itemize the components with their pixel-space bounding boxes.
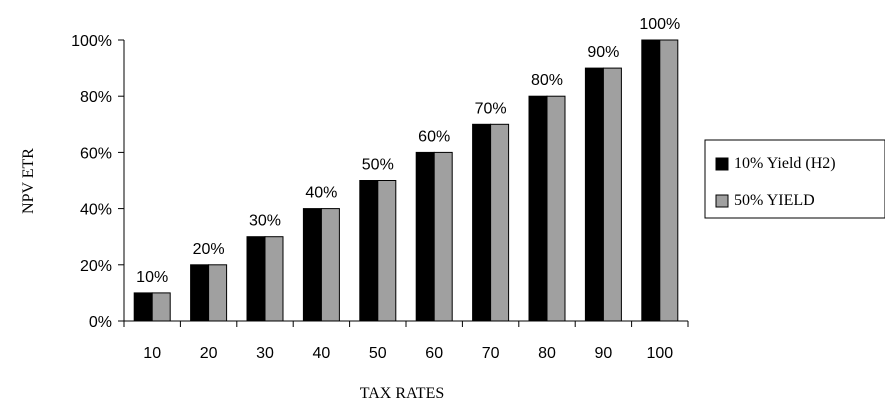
x-tick-label: 80 [538,345,556,362]
bar-series-2 [151,292,171,322]
y-axis: 0% 20% 40% 60% 80% 100% [71,33,125,331]
bar-data-label: 30% [249,213,281,230]
bar-series-1 [133,292,153,322]
legend-label-series-1: 10% Yield (H2) [734,155,836,172]
bar-series-2 [320,208,340,322]
legend-box [704,139,885,219]
bar-series-1 [302,208,322,322]
y-tick-label: 80% [80,89,112,106]
bar-series-2 [433,151,453,322]
legend-swatch-series-1 [715,157,729,171]
x-tick-label: 10 [143,345,161,362]
bar-series-2 [546,95,566,322]
bar-series-2 [264,236,284,322]
bar-data-label: 90% [587,44,619,61]
bar-series-1 [472,123,492,322]
bar-data-label: 100% [639,16,680,33]
y-tick-label: 0% [89,314,112,331]
legend: 10% Yield (H2) 50% YIELD [704,139,885,219]
y-tick-label: 40% [80,202,112,219]
bar-series-1 [415,151,435,322]
bars [133,39,679,322]
x-tick-label: 30 [256,345,274,362]
bar-series-1 [190,264,210,322]
data-labels: 10% 20% 30% 40% 50% 60% 70% 80% 90% 100% [136,16,680,286]
bar-series-2 [377,180,397,322]
legend-label-series-2: 50% YIELD [734,192,815,209]
y-tick-label: 100% [71,33,112,50]
x-axis-title: TAX RATES [360,385,445,402]
bar-series-2 [602,67,622,322]
bar-series-1 [359,180,379,322]
bar-series-2 [490,123,510,322]
bar-data-label: 20% [193,241,225,258]
x-axis: 10 20 30 40 50 60 70 80 90 100 [123,320,689,362]
bar-data-label: 10% [136,269,168,286]
x-tick-label: 100 [646,345,673,362]
bar-series-1 [641,39,661,322]
bar-data-label: 40% [305,185,337,202]
x-tick-label: 70 [482,345,500,362]
x-tick-label: 90 [595,345,613,362]
bar-series-2 [208,264,228,322]
x-tick-label: 40 [313,345,331,362]
bar-data-label: 70% [475,100,507,117]
x-tick-label: 60 [425,345,443,362]
x-tick-label: 50 [369,345,387,362]
y-axis-title: NPV ETR [20,148,37,214]
bar-data-label: 50% [362,157,394,174]
y-tick-label: 60% [80,145,112,162]
bar-series-1 [528,95,548,322]
y-tick-label: 20% [80,258,112,275]
bar-data-label: 80% [531,72,563,89]
x-tick-label: 20 [200,345,218,362]
legend-swatch-series-2 [715,194,729,208]
bar-series-1 [584,67,604,322]
bar-series-1 [246,236,266,322]
bar-series-2 [659,39,679,322]
bar-data-label: 60% [418,128,450,145]
